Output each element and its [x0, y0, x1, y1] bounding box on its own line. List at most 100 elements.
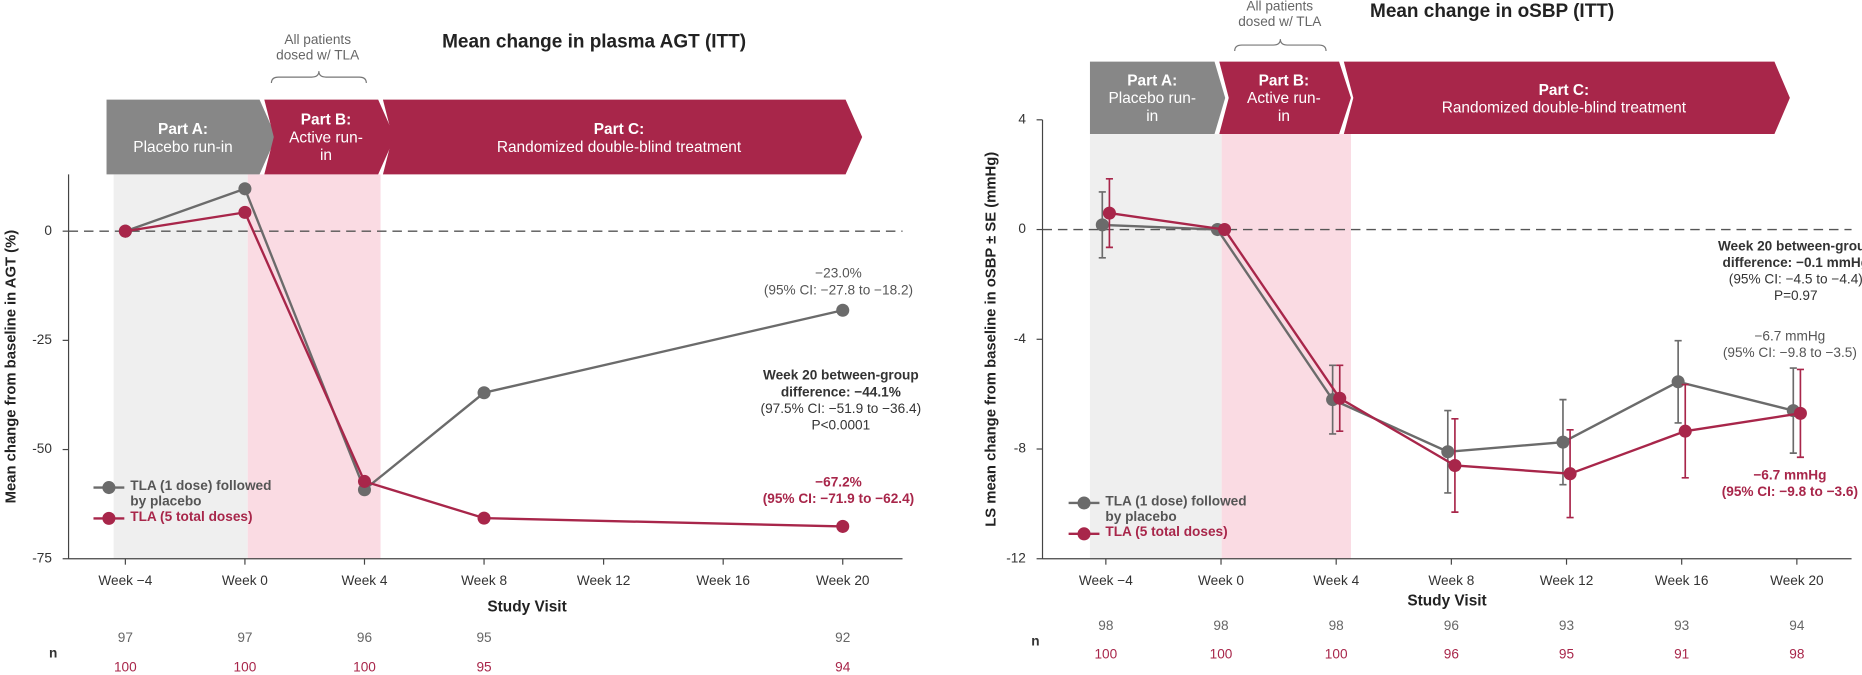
point	[357, 474, 372, 488]
annotation: (97.5% CI: −51.9 to −36.4)	[761, 401, 922, 416]
phase-title: Part C:	[1538, 80, 1590, 98]
bracket	[1234, 39, 1327, 52]
n-count: 91	[1674, 646, 1689, 661]
n-count: 100	[1325, 646, 1348, 661]
n-count: 94	[1789, 618, 1805, 633]
x-tick-label: Week −4	[1079, 573, 1133, 588]
annotation: −6.7 mmHg	[1754, 329, 1825, 344]
annotation: (95% CI: −9.8 to −3.6)	[1722, 484, 1858, 499]
point	[477, 511, 491, 525]
phase-title: Part A:	[1127, 71, 1178, 89]
n-count: 97	[237, 630, 252, 645]
n-count: 100	[1094, 646, 1117, 661]
annotation: P<0.0001	[811, 417, 870, 432]
y-tick-label: -8	[1014, 441, 1026, 456]
phase-text: Randomized double-blind treatment	[496, 137, 742, 155]
phase-banner	[1089, 61, 1226, 135]
bracket-label: All patients	[284, 32, 351, 47]
phase-box: Part B: Active run-in	[284, 100, 367, 175]
point	[1448, 458, 1462, 472]
bracket-label: dosed w/ TLA	[1238, 14, 1322, 29]
x-tick-label: Week 16	[696, 573, 750, 588]
n-count: 92	[835, 630, 850, 645]
phase-title: Part C:	[593, 119, 645, 138]
point	[836, 519, 850, 533]
phase-box: Part A: Placebo run-in	[1106, 62, 1199, 134]
bracket	[270, 71, 367, 84]
phase-text: Active run-in	[1247, 88, 1321, 125]
n-count: 100	[114, 659, 137, 674]
phase-shade	[1089, 134, 1222, 559]
annotation: Week 20 between-group	[1718, 238, 1862, 253]
annotation: (95% CI: −4.5 to −4.4)	[1729, 272, 1862, 287]
n-count: 95	[1559, 646, 1574, 661]
point	[1333, 391, 1347, 405]
annotation: −23.0%	[815, 266, 862, 281]
n-count: 93	[1674, 618, 1689, 633]
point	[1671, 375, 1685, 389]
x-axis-label: Study Visit	[487, 598, 566, 615]
y-tick-label: -4	[1014, 331, 1027, 346]
y-tick-label: 0	[1018, 221, 1026, 236]
point	[238, 182, 252, 196]
y-tick-label: -50	[32, 441, 52, 456]
point	[1102, 206, 1116, 220]
y-tick-label: -75	[32, 550, 52, 565]
n-count: 94	[835, 659, 851, 674]
n-count: 100	[353, 659, 376, 674]
x-tick-label: Week 20	[1770, 573, 1824, 588]
x-tick-label: Week 4	[1313, 573, 1359, 588]
y-tick-label: 0	[44, 223, 52, 238]
x-tick-label: Week 12	[1540, 573, 1594, 588]
n-label: n	[49, 645, 57, 660]
phase-box: Part C: Randomized double-blind treatment	[1353, 62, 1774, 134]
y-tick-label: 4	[1018, 111, 1026, 126]
phase-text: Active run-in	[289, 128, 363, 164]
n-count: 98	[1329, 618, 1344, 633]
x-tick-label: Week 20	[816, 573, 870, 588]
legend-marker	[102, 481, 116, 495]
legend-text: TLA (1 dose) followed by placebo	[130, 479, 272, 509]
x-tick-label: Week 12	[577, 573, 631, 588]
phase-text: Placebo run-in	[133, 137, 233, 155]
legend-text: TLA (5 total doses)	[130, 510, 253, 525]
phase-label: Part A:Placebo run-in	[107, 100, 260, 175]
y-tick-label: -12	[1006, 550, 1026, 565]
x-axis-label: Study Visit	[1407, 593, 1486, 610]
legend-text: TLA (1 dose) followed by placebo	[1105, 494, 1247, 525]
chart-title: Mean change in plasma AGT (ITT)	[442, 32, 746, 53]
x-tick-label: Week 4	[342, 573, 388, 588]
legend-text: TLA (5 total doses)	[1105, 525, 1228, 540]
n-count: 95	[476, 630, 491, 645]
annotation: Week 20 between-group	[763, 368, 919, 383]
phase-label: Part C:Randomized double-blind treatment	[392, 100, 845, 175]
x-tick-label: Week 0	[1198, 573, 1244, 588]
y-axis-label: LS mean change from baseline in oSBP ± S…	[983, 152, 999, 527]
n-count: 100	[234, 659, 257, 674]
phase-label: Part B:Active run-in	[284, 100, 367, 175]
legend-label: TLA (1 dose) followed by placebo	[130, 479, 272, 509]
phase-label: Part B:Active run-in	[1247, 71, 1321, 125]
phase-banner	[382, 99, 863, 175]
phase-label: Part C:Randomized double-blind treatment	[1353, 62, 1774, 134]
phase-text: Randomized double-blind treatment	[1441, 97, 1687, 116]
x-tick-label: Week 8	[461, 573, 507, 588]
n-label: n	[1031, 633, 1039, 648]
chart-title: Mean change in oSBP (ITT)	[1370, 1, 1614, 22]
phase-box: Part A: Placebo run-in	[107, 100, 260, 175]
phase-text: Placebo run-in	[1108, 88, 1196, 125]
point	[1095, 218, 1109, 232]
annotation: (95% CI: −9.8 to −3.5)	[1723, 345, 1857, 360]
point	[1793, 406, 1807, 420]
annotation: −67.2%	[815, 474, 862, 489]
point	[477, 386, 491, 400]
n-count: 96	[1444, 618, 1459, 633]
annotation: P=0.97	[1774, 288, 1818, 303]
annotation: −6.7 mmHg	[1753, 467, 1826, 482]
phase-banner	[1219, 61, 1351, 135]
phase-shade	[1221, 134, 1351, 559]
phase-box: Part C: Randomized double-blind treatment	[392, 100, 845, 175]
n-count: 96	[1444, 646, 1459, 661]
point	[1563, 467, 1577, 481]
